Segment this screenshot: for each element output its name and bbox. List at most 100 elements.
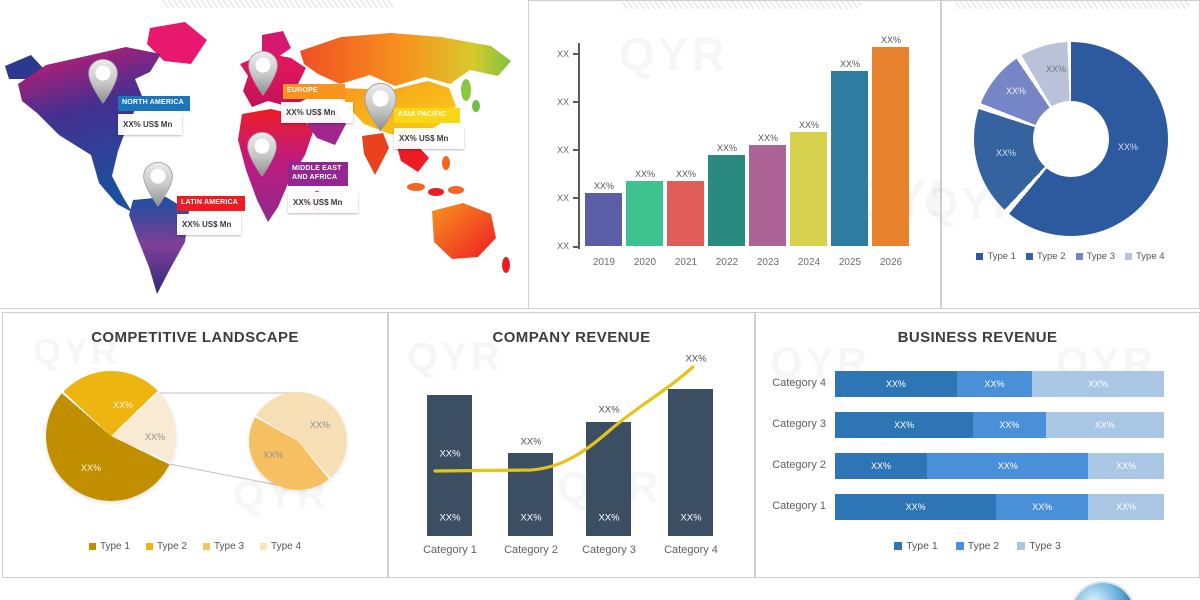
philippines-shape bbox=[442, 156, 450, 170]
donut-slice-label: XX% bbox=[1045, 64, 1067, 74]
south-america-shape bbox=[129, 197, 189, 294]
bar-value-label: XX% bbox=[675, 169, 696, 179]
stacked-bar-category-4: XX% XX% XX% bbox=[835, 371, 1164, 397]
map-pin-middle-east-africa bbox=[247, 131, 277, 177]
row-label-category-4: Category 4 bbox=[772, 377, 826, 389]
segment-type-1: XX% bbox=[835, 371, 957, 397]
bar-value-label: XX% bbox=[634, 169, 655, 179]
secondary-pie bbox=[249, 392, 347, 490]
main-pie bbox=[46, 371, 176, 501]
pie-slice-label: XX% bbox=[262, 450, 284, 460]
legend-item: Type 3 bbox=[1017, 540, 1061, 552]
segment-type-2: XX% bbox=[927, 453, 1089, 479]
alaska-shape bbox=[5, 55, 43, 79]
region-label-europe: EUROPE bbox=[283, 84, 345, 99]
legend-swatch bbox=[1125, 253, 1133, 260]
region-value-europe: XX% US$ Mn bbox=[281, 102, 353, 123]
india-shape bbox=[362, 133, 389, 175]
japan-shape bbox=[461, 79, 471, 101]
region-value-latin-america: XX% US$ Mn bbox=[177, 214, 241, 235]
x-tick-2024: 2024 bbox=[797, 257, 821, 268]
business-legend: Type 1 Type 2 Type 3 bbox=[756, 540, 1199, 552]
legend-item: Type 2 bbox=[955, 540, 999, 552]
y-tick: XX bbox=[556, 193, 569, 203]
row-label-category-3: Category 3 bbox=[772, 418, 826, 430]
region-value-asia-pacific: XX% US$ Mn bbox=[394, 128, 464, 149]
legend-swatch bbox=[1017, 542, 1026, 550]
donut-slice-label: XX% bbox=[1117, 142, 1139, 152]
x-category-label: Category 1 bbox=[423, 544, 477, 556]
segment-type-2: XX% bbox=[956, 371, 1033, 397]
x-tick-2021: 2021 bbox=[674, 257, 698, 268]
region-map-panel: NORTH AMERICA XX% US$ Mn EUROPE XX% US$ … bbox=[0, 0, 528, 310]
segment-type-3: XX% bbox=[1032, 371, 1164, 397]
bar-2022 bbox=[708, 155, 745, 246]
region-label-latin-america: LATIN AMERICA bbox=[177, 196, 245, 211]
map-pin-latin-america bbox=[143, 161, 173, 207]
x-category-label: Category 3 bbox=[582, 544, 636, 556]
map-pin-north-america bbox=[88, 58, 118, 104]
x-tick-2023: 2023 bbox=[756, 257, 780, 268]
pie-slice-label: XX% bbox=[80, 463, 102, 473]
globe-icon bbox=[1072, 583, 1134, 600]
bar-above-label: XX% bbox=[520, 436, 542, 448]
stacked-bar-category-3: XX% XX% XX% bbox=[835, 412, 1164, 438]
legend-item: Type 1 bbox=[88, 541, 130, 552]
map-pin-asia-pacific bbox=[364, 83, 397, 132]
legend-swatch bbox=[260, 543, 268, 550]
segment-type-2: XX% bbox=[996, 494, 1089, 520]
legend-swatch bbox=[1025, 253, 1033, 260]
row-label-category-1: Category 1 bbox=[772, 500, 826, 512]
legend-swatch bbox=[88, 543, 96, 550]
row-label-category-2: Category 2 bbox=[772, 459, 826, 471]
map-pin-europe bbox=[248, 50, 278, 96]
legend-item: Type 1 bbox=[976, 251, 1016, 262]
segment-type-3: XX% bbox=[1088, 494, 1164, 520]
bar-above-label: XX% bbox=[598, 404, 620, 416]
company-revenue-panel: QYR QYR COMPANY REVENUE XX% XX% XX% XX% … bbox=[388, 312, 755, 578]
bar-value-label: XX% bbox=[593, 181, 614, 191]
x-tick-2025: 2025 bbox=[838, 257, 862, 268]
x-tick-2020: 2020 bbox=[633, 257, 657, 268]
region-value-middle-east-africa: XX% US$ Mn bbox=[288, 192, 358, 213]
australia-shape bbox=[432, 203, 496, 259]
bar-value-label: XX% bbox=[839, 59, 860, 69]
bar-bottom-label: XX% bbox=[680, 512, 702, 524]
legend-item: Type 2 bbox=[1025, 251, 1066, 262]
market-share-donut-panel: QYR XX% XX% XX% XX% Type 1 Type 2 Type 3… bbox=[924, 0, 1200, 309]
region-value-north-america: XX% US$ Mn bbox=[118, 114, 182, 135]
cropped-panel-title bbox=[621, 1, 861, 9]
greenland-shape bbox=[147, 22, 207, 64]
segment-type-3: XX% bbox=[1088, 453, 1164, 479]
legend-swatch bbox=[894, 542, 903, 550]
bar-2024 bbox=[790, 132, 827, 246]
panel-title: COMPETITIVE LANDSCAPE bbox=[91, 329, 299, 346]
region-label-asia-pacific: ASIA PACIFIC bbox=[394, 108, 460, 123]
donut-legend: Type 1 Type 2 Type 3 Type 4 bbox=[942, 251, 1199, 262]
bar-2023 bbox=[749, 145, 786, 246]
bar-category-2 bbox=[508, 453, 553, 536]
y-tick: XX bbox=[556, 145, 569, 155]
donut-hole bbox=[1033, 101, 1109, 177]
stacked-bar-category-2: XX% XX% XX% bbox=[835, 453, 1164, 479]
russia-shape bbox=[300, 33, 511, 86]
new-zealand-shape bbox=[502, 257, 510, 273]
bar-2019 bbox=[585, 193, 622, 246]
legend-swatch bbox=[976, 253, 984, 260]
x-tick-2019: 2019 bbox=[592, 257, 616, 268]
legend-swatch bbox=[203, 543, 210, 550]
y-tick: XX bbox=[556, 241, 569, 251]
bar-bottom-label: XX% bbox=[439, 512, 461, 524]
cropped-panel-title bbox=[162, 0, 394, 8]
donut-slice-label: XX% bbox=[1005, 86, 1027, 96]
legend-swatch bbox=[955, 542, 964, 550]
region-label-north-america: NORTH AMERICA bbox=[118, 96, 190, 111]
panel-title: COMPANY REVENUE bbox=[492, 329, 651, 346]
business-revenue-panel: QYR QYR BUSINESS REVENUE Category 4 XX% … bbox=[755, 312, 1200, 578]
x-tick-2026: 2026 bbox=[879, 257, 903, 268]
panel-title: BUSINESS REVENUE bbox=[897, 329, 1058, 346]
legend-swatch bbox=[145, 543, 153, 550]
bar-value-label: XX% bbox=[798, 120, 819, 130]
bar-bottom-label: XX% bbox=[520, 512, 542, 524]
